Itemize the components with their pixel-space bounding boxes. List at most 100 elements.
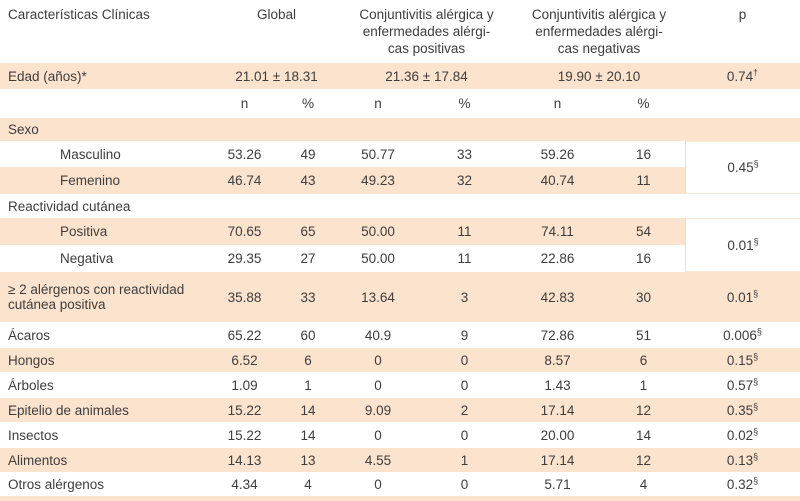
value-cell: 70.65 bbox=[227, 224, 262, 239]
value-cell: 21.36 ± 17.84 bbox=[385, 68, 468, 84]
value-cell: 43 bbox=[300, 173, 316, 188]
p-value-cell-merged: 0.45§ bbox=[685, 141, 800, 194]
p-value: 0.01 bbox=[727, 237, 754, 253]
value-cell: 27 bbox=[300, 251, 316, 266]
p-footnote-mark: § bbox=[753, 236, 759, 246]
value-cell: 17.14 bbox=[540, 402, 575, 418]
value-cell: 1 bbox=[304, 377, 312, 393]
table-row-negativa: Negativa 29.35 27 50.00 11 22.86 16 bbox=[0, 245, 800, 272]
row-label: Árboles bbox=[8, 377, 54, 393]
row-label: Femenino bbox=[60, 173, 121, 188]
value-cell: 40.74 bbox=[540, 173, 575, 188]
p-footnote-mark: § bbox=[753, 158, 759, 169]
value-cell: 5.71 bbox=[544, 476, 571, 492]
row-label: Insectos bbox=[8, 427, 59, 443]
value-cell: 20.00 bbox=[540, 427, 575, 443]
empty-cell bbox=[685, 89, 800, 118]
value-cell: 1.09 bbox=[231, 377, 258, 393]
value-cell: 13.64 bbox=[361, 289, 395, 305]
value-cell: 6 bbox=[639, 352, 648, 368]
value-cell: 50.00 bbox=[361, 224, 395, 239]
value-cell: 53.26 bbox=[227, 146, 262, 162]
value-cell: 11 bbox=[457, 224, 472, 239]
value-cell: 33 bbox=[456, 146, 473, 162]
table-row-arboles: Árboles 1.09 1 0 0 1.43 1 0.57§ bbox=[0, 372, 800, 398]
value-cell: 14 bbox=[300, 402, 316, 418]
value-cell: 1.43 bbox=[544, 377, 571, 393]
row-label: Negativa bbox=[60, 251, 114, 266]
value-cell: 21.01 ± 18.31 bbox=[235, 68, 318, 84]
value-cell: 14 bbox=[635, 427, 652, 443]
value-cell: 0 bbox=[374, 377, 382, 393]
p-footnote-mark: § bbox=[753, 288, 759, 298]
table-row-femenino: Femenino 46.74 43 49.23 32 40.74 11 bbox=[0, 167, 800, 194]
table-row-hongos: Hongos 6.52 6 0 0 8.57 6 0.15§ bbox=[0, 348, 800, 372]
section-label: Sexo bbox=[8, 122, 39, 137]
p-value: 0.13 bbox=[726, 452, 754, 468]
row-label: Otros alérgenos bbox=[8, 476, 105, 492]
section-row-sexo: Sexo bbox=[0, 118, 800, 141]
value-cell: 40.9 bbox=[364, 327, 392, 343]
p-footnote-mark: § bbox=[753, 451, 759, 461]
p-footnote-mark: § bbox=[753, 401, 759, 411]
value-cell: 54 bbox=[635, 224, 652, 239]
table-row-masculino: Masculino 53.26 49 50.77 33 59.26 16 0.4… bbox=[0, 141, 800, 194]
p-footnote-mark: § bbox=[753, 376, 759, 386]
value-cell: 1 bbox=[639, 377, 648, 393]
value-cell: 50.00 bbox=[361, 251, 395, 266]
row-label: Ácaros bbox=[8, 327, 51, 343]
value-cell: 59.26 bbox=[540, 146, 575, 162]
table-row-acaros: Ácaros 65.22 60 40.9 9 72.86 51 0.006§ bbox=[0, 322, 800, 348]
value-cell: 0 bbox=[460, 476, 469, 492]
value-cell: 22.86 bbox=[540, 251, 575, 266]
row-label: Epitelio de animales bbox=[8, 402, 129, 418]
value-cell: 32 bbox=[456, 173, 473, 188]
subheader-n: n bbox=[240, 96, 249, 111]
column-header-negativas: Conjuntivitis alérgica y enfermedades al… bbox=[531, 7, 667, 56]
value-cell: 3 bbox=[460, 289, 469, 305]
value-cell: 12 bbox=[635, 452, 652, 468]
p-value: 0.006 bbox=[723, 327, 757, 343]
value-cell: 6.52 bbox=[231, 352, 258, 368]
subheader-n: n bbox=[374, 96, 382, 111]
value-cell: 30 bbox=[635, 289, 652, 305]
value-cell: 4.55 bbox=[364, 452, 392, 468]
subheader-n: n bbox=[553, 96, 562, 111]
value-cell: 42.83 bbox=[540, 289, 575, 305]
table-bottom-edge bbox=[0, 496, 800, 501]
table-subheader-row: n % n % n % bbox=[0, 89, 800, 118]
value-cell: 4.34 bbox=[231, 476, 258, 492]
value-cell: 11 bbox=[636, 173, 651, 188]
p-value-cell: 0.74† bbox=[685, 63, 800, 89]
p-value: 0.35 bbox=[726, 402, 754, 418]
value-cell: 1 bbox=[460, 452, 469, 468]
value-cell: 65.22 bbox=[227, 327, 262, 343]
value-cell: 11 bbox=[457, 251, 472, 266]
value-cell: 15.22 bbox=[227, 427, 262, 443]
value-cell: 0 bbox=[374, 352, 382, 368]
table-row-alimentos: Alimentos 14.13 13 4.55 1 17.14 12 0.13§ bbox=[0, 448, 800, 472]
value-cell: 4 bbox=[639, 476, 648, 492]
value-cell: 0 bbox=[460, 427, 469, 443]
value-cell: 15.22 bbox=[227, 402, 262, 418]
value-cell: 19.90 ± 20.10 bbox=[557, 68, 641, 84]
p-value-cell: 0.35§ bbox=[685, 398, 800, 422]
p-footnote-mark: § bbox=[753, 426, 759, 436]
table-row-positiva: Positiva 70.65 65 50.00 11 74.11 54 0.01… bbox=[0, 218, 800, 272]
section-label: Reactividad cutánea bbox=[8, 198, 131, 214]
subheader-pct: % bbox=[301, 96, 314, 111]
p-value-cell: 0.13§ bbox=[685, 448, 800, 472]
value-cell: 14.13 bbox=[227, 452, 262, 468]
value-cell: 51 bbox=[635, 327, 652, 343]
p-value: 0.01 bbox=[726, 289, 754, 305]
row-label: Hongos bbox=[8, 352, 55, 368]
value-cell: 0 bbox=[374, 476, 382, 492]
p-value: 0.74 bbox=[726, 68, 754, 84]
p-value-cell-merged: 0.01§ bbox=[685, 218, 800, 272]
p-value: 0.32 bbox=[726, 476, 754, 492]
value-cell: 60 bbox=[300, 327, 316, 343]
value-cell: 0 bbox=[460, 377, 469, 393]
p-footnote-mark: § bbox=[756, 326, 762, 336]
